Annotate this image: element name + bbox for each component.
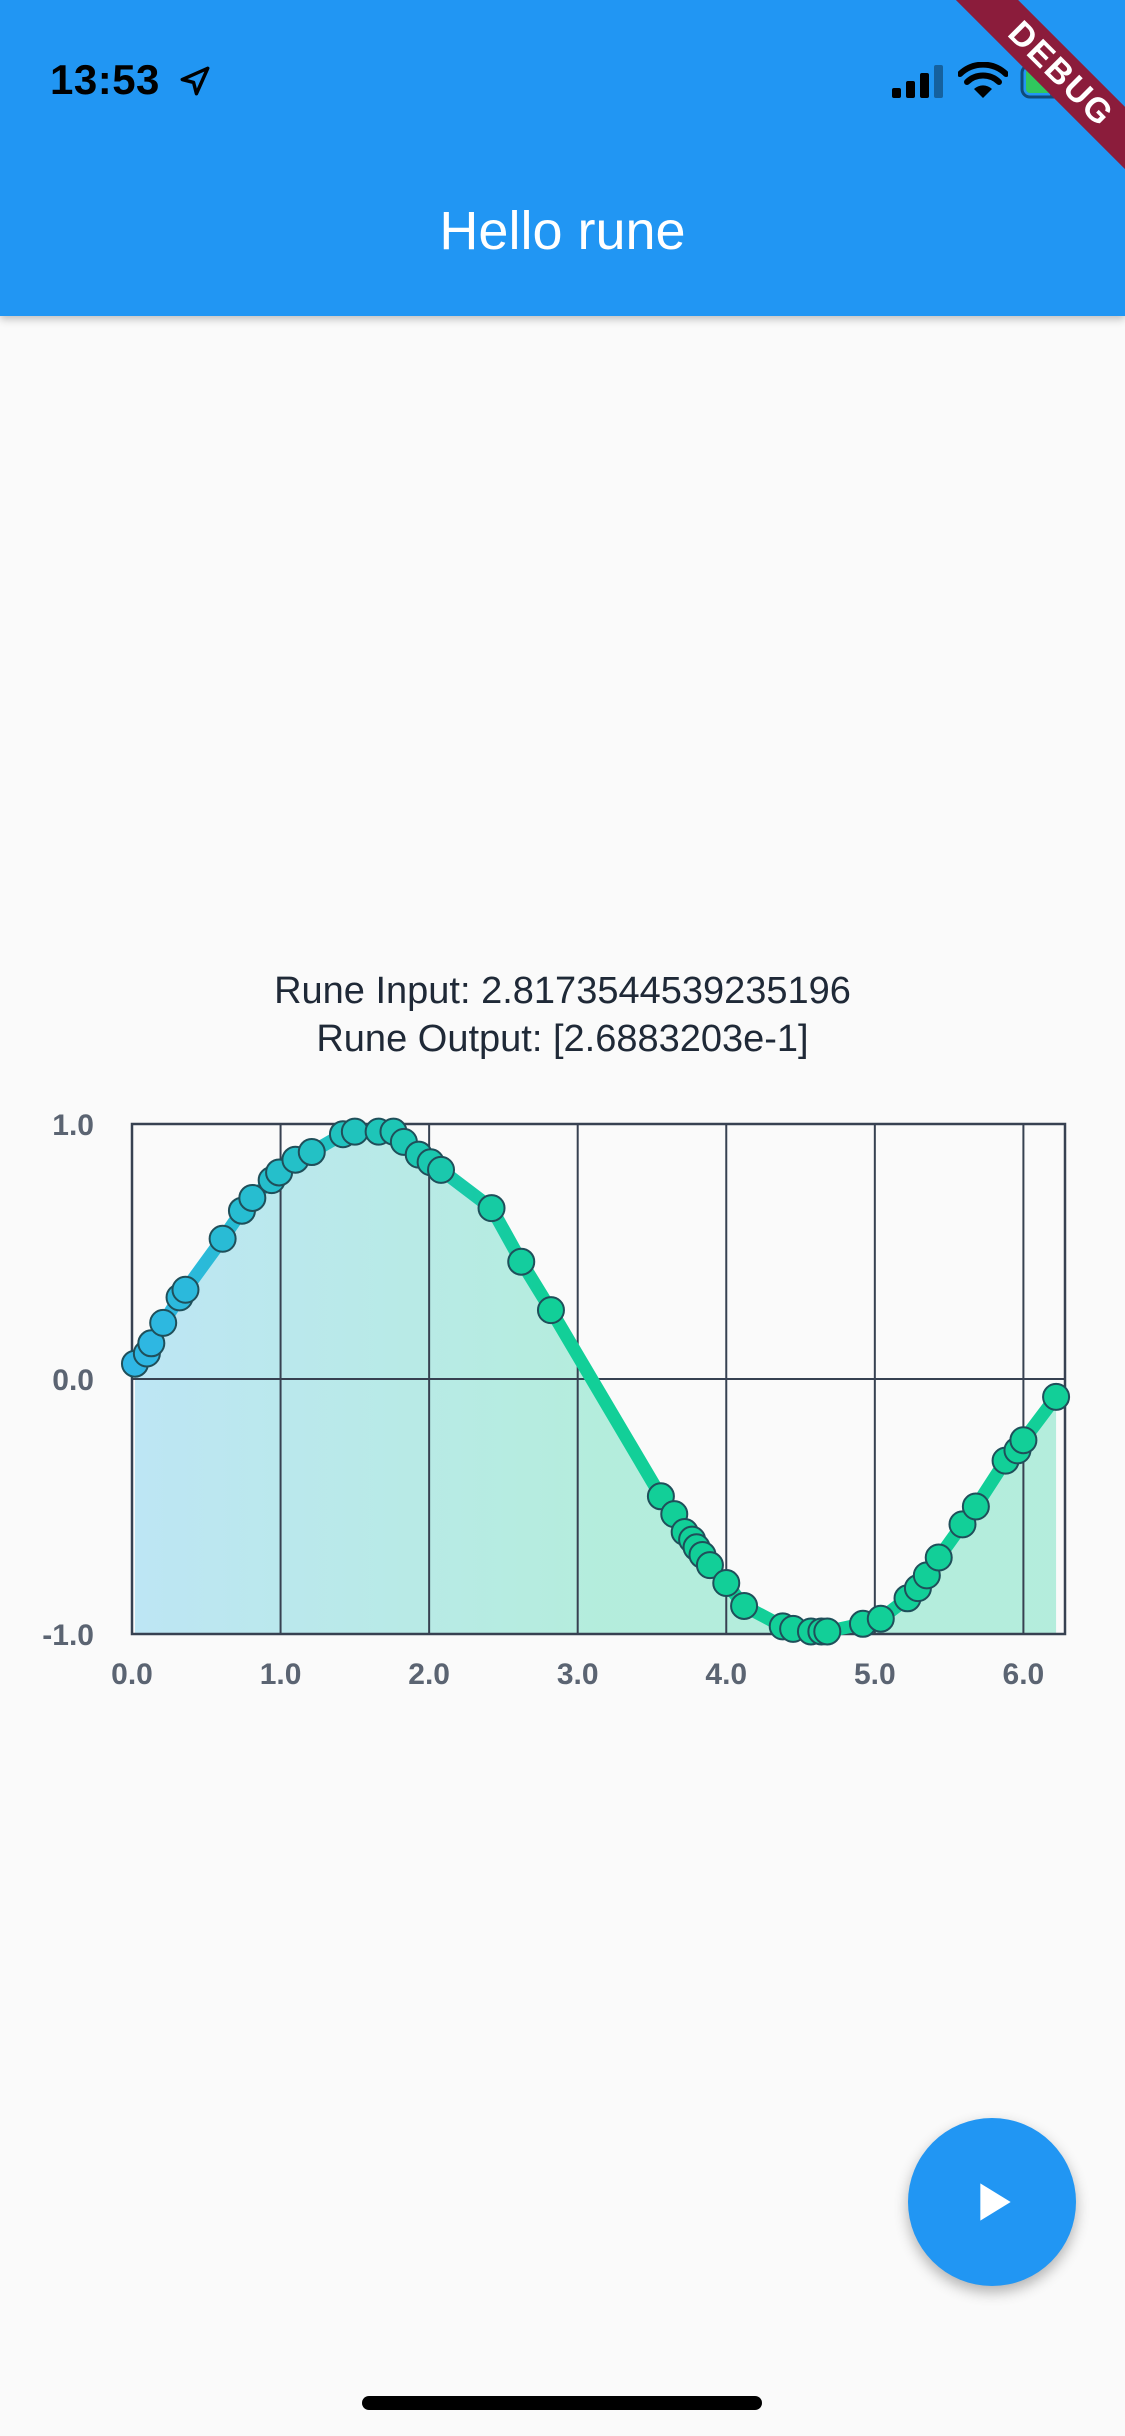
- wifi-icon: [958, 62, 1008, 98]
- data-point-6: [208, 1224, 237, 1253]
- data-point-5: [171, 1275, 200, 1304]
- data-point-14: [340, 1117, 369, 1146]
- app-bar: 13:53 Hello rune: [0, 0, 1125, 316]
- data-point-39: [866, 1604, 895, 1633]
- data-point-22: [507, 1247, 536, 1276]
- home-indicator: [362, 2396, 762, 2410]
- plot-border: [130, 1122, 1067, 1636]
- y-tick-label-0: 1.0: [52, 1109, 94, 1142]
- data-point-45: [961, 1492, 990, 1521]
- data-point-43: [924, 1543, 953, 1572]
- play-icon: [980, 2183, 1011, 2221]
- x-tick-label-1: 1.0: [260, 1658, 302, 1691]
- run-button[interactable]: [908, 2118, 1076, 2286]
- sine-line-chart: 0.0 1.0 2.0 3.0 4.0 5.0 6.0 1.0 0.0 -1.0: [42, 1109, 1071, 1691]
- area-fill: [134, 1131, 1057, 1634]
- x-tick-label-3: 3.0: [557, 1658, 599, 1691]
- data-point-8: [238, 1183, 267, 1212]
- data-point-30: [695, 1551, 724, 1580]
- data-point-32: [730, 1591, 759, 1620]
- x-tick-label-6: 6.0: [1003, 1658, 1045, 1691]
- x-tick-label-2: 2.0: [408, 1658, 450, 1691]
- data-point-37: [813, 1617, 842, 1646]
- x-tick-label-5: 5.0: [854, 1658, 896, 1691]
- data-point-3: [149, 1308, 178, 1337]
- data-point-49: [1042, 1382, 1071, 1411]
- debug-banner: DEBUG: [925, 0, 1125, 200]
- data-point-20: [427, 1155, 456, 1184]
- data-point-12: [297, 1138, 326, 1167]
- app-title: Hello rune: [439, 201, 686, 261]
- data-point-2: [137, 1329, 166, 1358]
- data-point-21: [477, 1194, 506, 1223]
- status-time: 13:53: [50, 56, 160, 103]
- x-tick-label-0: 0.0: [111, 1658, 153, 1691]
- data-point-48: [1009, 1426, 1038, 1455]
- data-point-23: [536, 1296, 565, 1325]
- y-tick-label-1: 0.0: [52, 1364, 94, 1397]
- rune-input-text: Rune Input: 2.8173544539235196: [274, 970, 851, 1012]
- cellular-signal-icon: [892, 65, 943, 98]
- y-tick-label-2: -1.0: [42, 1619, 94, 1652]
- x-tick-label-4: 4.0: [705, 1658, 747, 1691]
- rune-output-text: Rune Output: [2.6883203e-1]: [316, 1018, 809, 1060]
- debug-banner-label: DEBUG: [939, 0, 1125, 196]
- data-point-31: [712, 1569, 741, 1597]
- location-arrow-icon: [180, 66, 210, 96]
